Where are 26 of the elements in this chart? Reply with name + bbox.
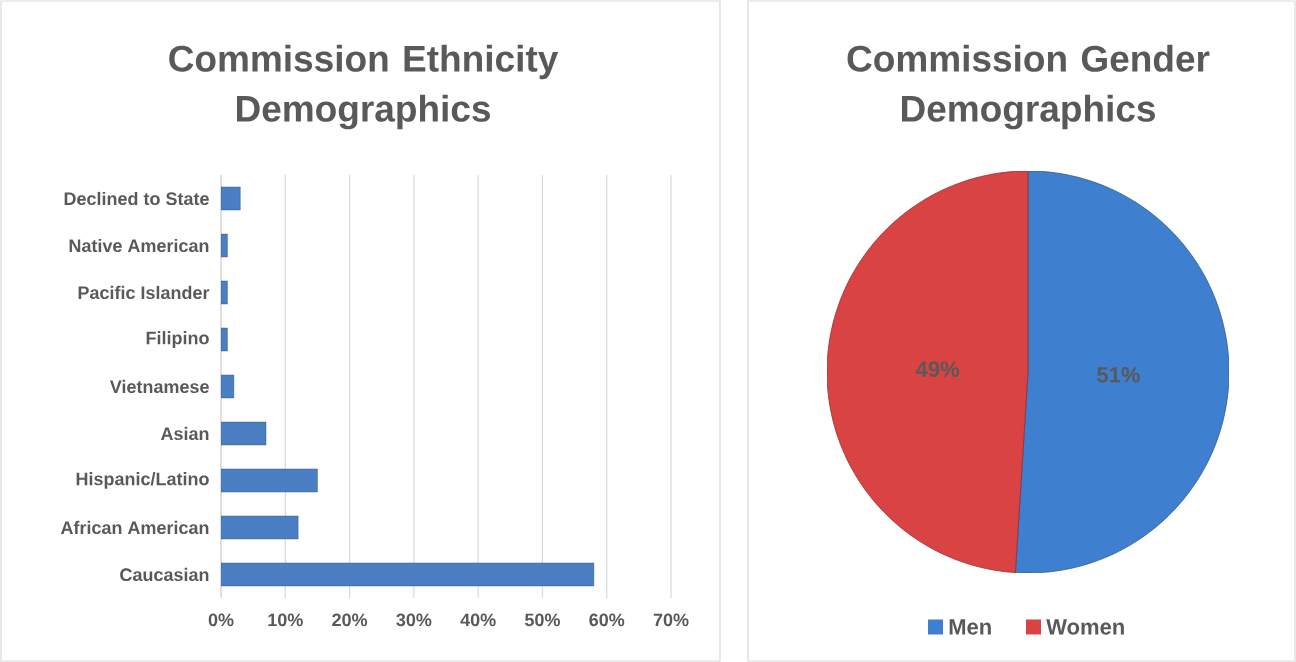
data-label: 49% <box>915 361 960 377</box>
x-tick-label: 30% <box>396 613 432 627</box>
legend-label: Women <box>1046 619 1124 635</box>
legend-label: Men <box>949 619 991 635</box>
y-tick-label: Hispanic/Latino <box>76 472 209 489</box>
x-tick-label: 60% <box>589 613 625 627</box>
bar <box>221 468 318 493</box>
y-tick-label: Asian <box>160 426 209 441</box>
y-tick-label: Pacific Islander <box>78 285 210 300</box>
y-tick-label: Native American <box>69 238 209 253</box>
data-label: 51% <box>1097 367 1140 383</box>
y-tick-label: Declined to State <box>64 191 209 206</box>
x-tick-label: 0% <box>208 613 234 627</box>
y-tick-label: Vietnamese <box>109 379 209 394</box>
bar <box>221 562 595 587</box>
x-tick-label: 70% <box>653 613 689 627</box>
x-tick-label: 20% <box>332 613 368 627</box>
y-tick-label: Filipino <box>146 331 209 348</box>
chart-title: Commission Ethnicity Demographics <box>169 44 559 130</box>
x-tick-label: 10% <box>268 613 303 627</box>
x-tick-label: 50% <box>524 613 560 627</box>
x-tick-label: 40% <box>460 613 496 627</box>
y-tick-label: Caucasian <box>120 567 209 582</box>
bar <box>221 515 299 540</box>
y-tick-label: African American <box>60 520 209 535</box>
chart-title: Commission Gender Demographics <box>847 44 1210 130</box>
